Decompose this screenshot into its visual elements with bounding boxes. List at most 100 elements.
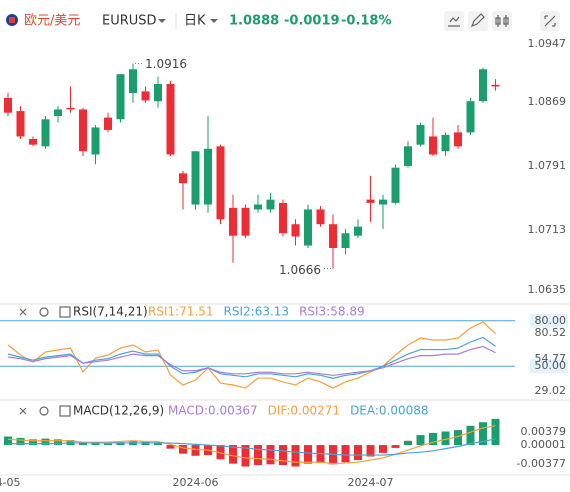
tool-button[interactable] — [444, 11, 464, 31]
y-tick-label: 54.77 — [535, 352, 567, 365]
tool-icon — [448, 16, 460, 27]
hide-icon[interactable] — [19, 407, 27, 415]
expand-icon[interactable] — [59, 306, 71, 318]
settings-icon[interactable] — [39, 307, 49, 317]
legend-entry: DEA:0.00088 — [350, 404, 429, 418]
macd-bar — [379, 445, 387, 453]
legend-entry: RSI2:63.13 — [224, 305, 290, 319]
y-tick-label: 29.02 — [535, 384, 567, 397]
indicator-title: RSI(7,14,21) — [73, 305, 148, 319]
flag-icon-inner — [9, 17, 15, 23]
y-tick-label: 1.0635 — [528, 283, 567, 296]
candle-body — [204, 148, 212, 205]
macd-bar — [229, 445, 237, 464]
candle-body — [329, 224, 337, 248]
candle-body — [191, 151, 200, 205]
macd-bar — [166, 445, 175, 449]
settings-icon[interactable] — [39, 406, 49, 416]
low-annotation: 1.0666 — [279, 263, 321, 277]
y-tick-label: 1.0947 — [528, 37, 567, 50]
candle-body — [466, 101, 475, 133]
candle-body — [404, 146, 412, 166]
candle-body — [141, 91, 150, 101]
macd-bar — [241, 445, 250, 467]
indicator-line — [7, 425, 496, 465]
candle-body — [54, 109, 62, 116]
legend-entry: MACD:0.00367 — [168, 404, 258, 418]
symbol[interactable]: 欧元/美元 — [24, 14, 80, 29]
candle-body — [16, 111, 25, 137]
legend-entry: DIF:0.00271 — [268, 404, 340, 418]
macd-bar — [179, 445, 187, 454]
macd-bar — [441, 431, 450, 446]
indicator-line — [7, 321, 496, 389]
candle-body — [216, 146, 225, 220]
dropdown-arrow[interactable] — [158, 19, 166, 23]
candle-body — [304, 209, 312, 246]
macd-bar — [366, 445, 375, 457]
candle-body — [41, 119, 50, 147]
last-price: 1.0888 — [229, 14, 279, 29]
tool-icon — [470, 13, 485, 28]
candle-body — [341, 233, 350, 248]
macd-bar — [54, 439, 62, 446]
candle-body — [229, 207, 237, 236]
candle-body — [179, 173, 187, 184]
level-label: 50.00 — [535, 359, 567, 372]
hide-icon[interactable] — [19, 308, 27, 316]
macd-bar — [341, 445, 350, 463]
tool-icon — [544, 15, 556, 27]
macd-bar — [191, 445, 200, 456]
indicator-line — [7, 345, 496, 376]
legend-entry: RSI1:71.51 — [148, 305, 214, 319]
candle-body — [241, 207, 250, 236]
candle-body — [266, 199, 275, 210]
candle-body — [366, 199, 375, 203]
candle-body — [479, 69, 487, 102]
y-tick-label: 1.0869 — [528, 95, 567, 108]
macd-bar — [41, 438, 50, 446]
macd-bar — [391, 445, 400, 448]
candle-body — [354, 226, 362, 236]
candle-body — [429, 136, 437, 155]
macd-bar — [491, 418, 500, 446]
macd-bar — [291, 445, 300, 467]
candle-body — [29, 138, 37, 145]
y-tick-label: 1.0791 — [528, 159, 567, 172]
macd-bar — [4, 436, 12, 446]
macd-bar — [479, 422, 487, 446]
y-tick-label: 0.00379 — [521, 425, 567, 438]
macd-bar — [279, 445, 287, 466]
macd-bar — [429, 432, 437, 446]
level-tag — [530, 313, 568, 328]
candle-body — [416, 125, 425, 145]
tool-button[interactable] — [492, 11, 512, 31]
candle-body — [104, 117, 112, 130]
tool-button[interactable] — [468, 11, 488, 31]
y-tick-label: 80.52 — [535, 326, 567, 339]
macd-bar — [466, 425, 475, 446]
candle-body — [279, 202, 287, 234]
symbol-code[interactable]: EURUSD — [102, 14, 157, 29]
candle-body — [129, 69, 137, 94]
macd-bar — [79, 442, 87, 446]
y-tick-label: 0.00001 — [521, 438, 567, 451]
candle-body — [116, 74, 125, 120]
dropdown-arrow[interactable] — [210, 19, 218, 23]
tool-icon — [495, 15, 509, 27]
macd-bar — [266, 445, 275, 465]
candle-body — [254, 204, 262, 210]
macd-bar — [404, 440, 412, 446]
toolbar — [444, 11, 560, 31]
candle-body — [454, 132, 462, 147]
level-label: 80.00 — [535, 314, 567, 327]
macd-bar — [304, 445, 312, 464]
expand-icon[interactable] — [59, 405, 71, 417]
legend-entry: RSI3:58.89 — [299, 305, 365, 319]
macd-bar — [104, 443, 112, 446]
y-tick-label: -0.00377 — [517, 457, 566, 470]
macd-bar — [154, 442, 162, 446]
candle-body — [154, 84, 162, 102]
period[interactable]: 日K — [184, 14, 206, 29]
